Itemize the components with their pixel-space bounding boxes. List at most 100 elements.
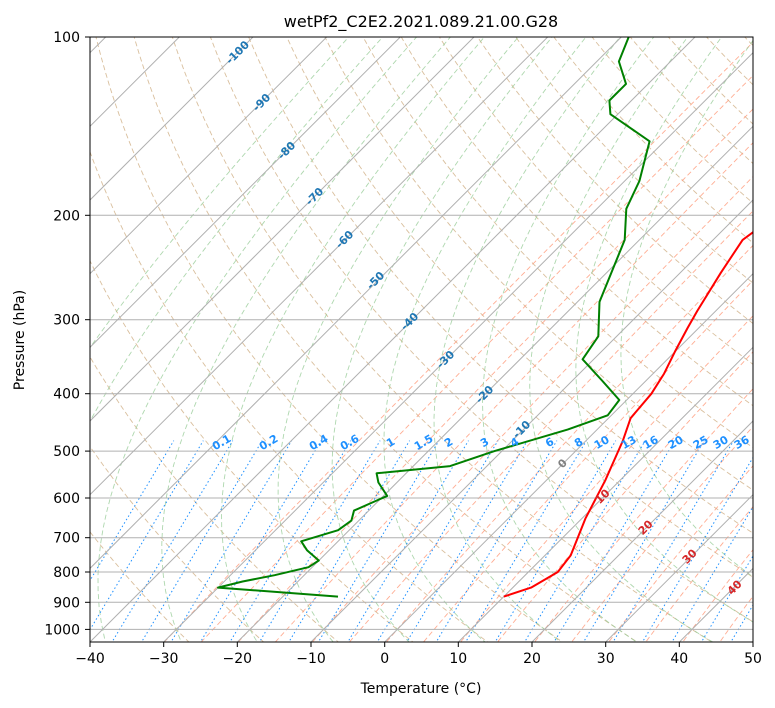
y-tick-label: 1000	[44, 622, 80, 638]
dry-adiabat-line	[90, 150, 489, 642]
isotherm-line	[90, 37, 402, 349]
y-tick-label: 100	[53, 30, 80, 46]
x-tick-label: 0	[380, 651, 389, 667]
mixing-ratio-line	[553, 440, 676, 642]
mixing-ratio-line	[229, 440, 352, 642]
y-axis-label: Pressure (hPa)	[12, 290, 28, 390]
isotherm-line	[90, 37, 696, 642]
x-tick-label: 30	[597, 651, 615, 667]
dry-adiabat-line	[324, 37, 753, 491]
mixing-ratio-line	[258, 440, 381, 642]
isotherm-line	[162, 51, 753, 642]
isotherm-line	[531, 420, 753, 642]
wet-bulb-line	[433, 37, 621, 642]
x-tick-label: 10	[449, 651, 467, 667]
y-tick-label: 300	[53, 313, 80, 329]
dry-adiabat-line	[286, 37, 753, 534]
mixing-ratio-label: 0.2	[257, 432, 280, 453]
x-tick-label: −30	[149, 651, 179, 667]
mixing-ratio-line	[90, 440, 204, 631]
dry-adiabat-line	[133, 37, 638, 642]
moist-adiabat-label: 30	[680, 546, 700, 566]
wet-bulb-line	[97, 37, 418, 642]
mixing-ratio-line	[140, 440, 263, 642]
dry-adiabat-line	[770, 24, 775, 654]
dry-adiabat-line	[553, 37, 753, 244]
mixing-ratio-line	[582, 440, 705, 642]
isotherm-line	[604, 493, 753, 642]
isotherm-line	[310, 199, 753, 642]
mixing-ratio-line	[435, 440, 558, 642]
y-tick-label: 500	[53, 444, 80, 460]
dry-adiabat-label: -50	[364, 269, 387, 292]
wet-bulb-line	[620, 39, 753, 578]
mixing-ratio-line	[170, 440, 293, 642]
dry-adiabat-line	[477, 37, 753, 325]
mixing-ratio-line	[288, 440, 411, 642]
mixing-ratio-label: 36	[732, 433, 752, 452]
x-tick-label: 20	[523, 651, 541, 667]
y-axis: 100 200 300 400 500 600 700 800 900 1000	[44, 30, 90, 638]
wet-bulb-line	[575, 37, 753, 623]
x-tick-label: −10	[296, 651, 326, 667]
x-axis-label: Temperature (°C)	[360, 681, 482, 697]
chart-title: wetPf2_C2E2.2021.089.21.00.G28	[284, 12, 558, 32]
mixing-ratio-label: 10	[592, 433, 612, 452]
moist-adiabat-line	[460, 315, 753, 642]
moist-adiabat-line	[163, 41, 753, 642]
mixing-ratio-line	[700, 555, 753, 642]
dry-adiabat-line	[210, 37, 753, 623]
moist-adiabat-line	[274, 142, 753, 642]
background-reference-lines	[90, 24, 775, 654]
y-tick-label: 900	[53, 595, 80, 611]
x-tick-label: −40	[75, 651, 105, 667]
mixing-ratio-label: 30	[711, 433, 731, 452]
x-axis: −40 −30 −20 −10 0 10 20 30 40 50	[75, 642, 762, 667]
mixing-ratio-line	[199, 440, 322, 642]
moist-adiabat-line	[200, 74, 753, 642]
wet-bulb-line	[277, 37, 519, 642]
mixing-ratio-label: 2	[442, 435, 455, 450]
mixing-ratio-label: 0.4	[307, 432, 331, 453]
moist-adiabat-line	[497, 351, 753, 642]
mixing-ratio-line	[347, 440, 469, 642]
mixing-ratio-label: 25	[691, 433, 711, 452]
dry-adiabat-line	[95, 37, 564, 642]
isotherm-line	[90, 37, 623, 570]
mixing-ratio-label: 6	[543, 435, 556, 450]
dry-adiabat-line	[591, 37, 753, 204]
isotherm-line	[90, 37, 549, 496]
dry-adiabat-line	[744, 37, 753, 47]
mixing-ratio-line	[671, 505, 753, 642]
isotherm-line	[236, 125, 753, 642]
mixing-ratio-line	[406, 440, 528, 642]
moist-adiabat-line	[571, 425, 753, 642]
mixing-ratio-line	[111, 440, 234, 642]
isotherm-line	[90, 37, 181, 128]
wet-bulb-line	[331, 37, 553, 642]
mixing-ratio-line	[376, 440, 499, 642]
dry-adiabat-line	[400, 37, 753, 407]
wet-bulb-line	[221, 37, 485, 642]
isotherm-line	[383, 272, 753, 642]
isotherm-line	[90, 37, 328, 275]
x-tick-label: 40	[670, 651, 688, 667]
y-tick-label: 400	[53, 387, 80, 403]
dry-adiabat-line	[90, 356, 339, 642]
y-tick-label: 600	[53, 491, 80, 507]
isotherm-line	[752, 641, 753, 642]
mixing-ratio-label: 13	[619, 433, 639, 452]
mixing-ratio-line	[90, 440, 175, 582]
dry-adiabat-line	[171, 37, 713, 642]
mixing-ratio-line	[524, 440, 646, 642]
wet-bulb-line	[90, 37, 350, 349]
dry-adiabat-line	[438, 37, 753, 365]
x-tick-label: −20	[223, 651, 253, 667]
dry-adiabat-line	[90, 445, 265, 642]
moist-adiabat-line	[348, 210, 753, 642]
dry-adiabat-line	[248, 37, 753, 578]
mixing-ratio-label: 8	[572, 435, 585, 450]
wet-bulb-line	[90, 37, 384, 423]
moist-adiabat-line	[422, 279, 753, 642]
profile-line	[217, 37, 651, 598]
